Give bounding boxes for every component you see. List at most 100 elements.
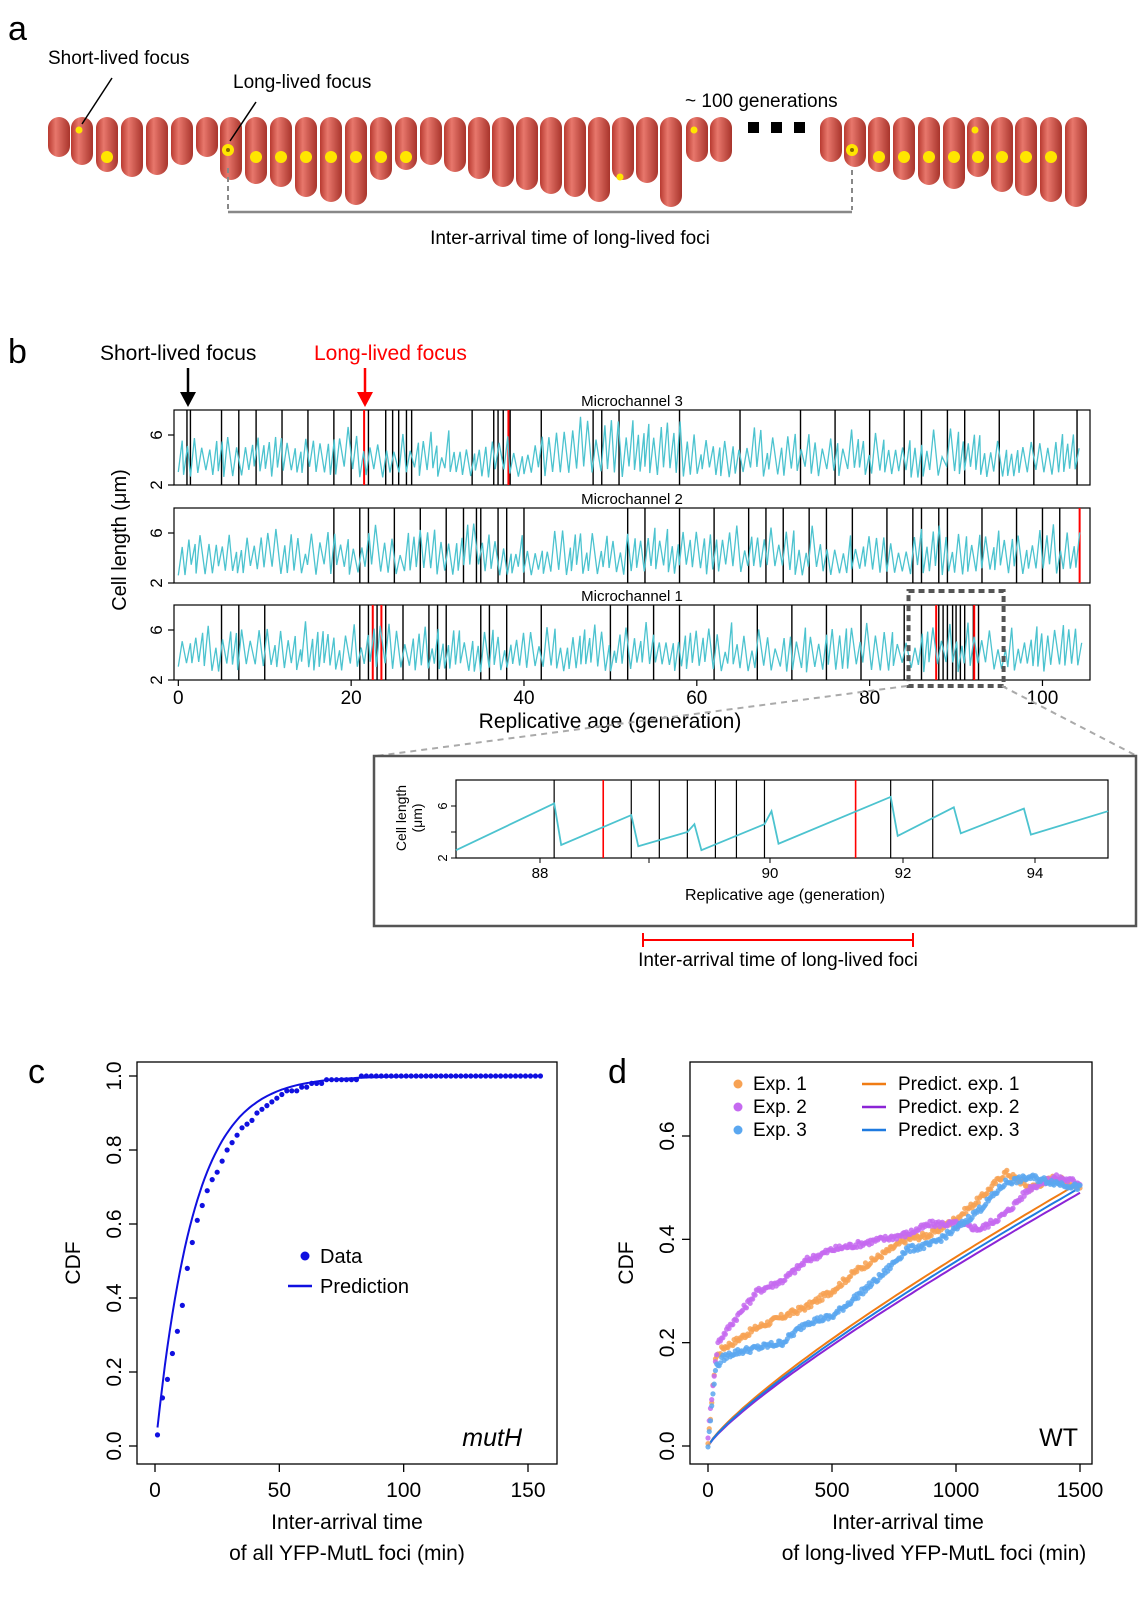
y-tick-label: 6 [147, 430, 166, 439]
focus-dot [250, 151, 262, 163]
bacterial-cell [893, 117, 915, 180]
c-data-point [517, 1073, 524, 1079]
d-data-point [709, 1403, 715, 1409]
inset-y-tick-label: 6 [435, 802, 450, 809]
x-tick-label: 20 [341, 688, 362, 709]
d-y-tick-label: 0.0 [656, 1431, 679, 1460]
d-data-point [782, 1277, 788, 1283]
bacterial-cell [444, 117, 466, 172]
panel-label-d: d [608, 1053, 627, 1091]
inset-caption: Inter-arrival time of long-lived foci [638, 950, 918, 971]
d-data-point [848, 1273, 854, 1279]
d-data-point [921, 1245, 927, 1252]
d-data-point [752, 1292, 758, 1298]
c-data-point [348, 1077, 355, 1083]
c-data-point [478, 1073, 484, 1079]
d-data-point [802, 1307, 808, 1313]
c-y-tick-label: 0.2 [103, 1357, 126, 1386]
c-legend-data-marker [300, 1251, 310, 1261]
d-data-point [835, 1309, 841, 1315]
d-legend-pred-label: Predict. exp. 3 [898, 1120, 1019, 1141]
c-data-point [498, 1073, 504, 1079]
panel-label-b: b [8, 333, 27, 371]
cell-length-trace [177, 416, 1080, 478]
inset-interval-bracket [642, 933, 914, 947]
bacterial-cell [660, 117, 682, 207]
c-data-point [244, 1121, 250, 1127]
inset-x-tick-label: 88 [532, 865, 549, 882]
inset-x-tick-label: 92 [895, 865, 912, 882]
focus-dot [898, 151, 910, 163]
zoom-connector-right [1001, 685, 1138, 757]
c-data-point [224, 1147, 230, 1153]
short-lived-arrow [81, 77, 113, 125]
c-data-point [458, 1073, 464, 1079]
c-data-point [194, 1217, 200, 1223]
c-data-point [239, 1125, 245, 1131]
long-lived-focus-label: Long-lived focus [233, 72, 371, 93]
long-lived-arrow [229, 101, 257, 142]
d-y-tick-label: 0.4 [656, 1224, 679, 1254]
c-x-axis-label-1: Inter-arrival time [271, 1511, 423, 1534]
c-data-point [398, 1073, 404, 1079]
panel-label-c: c [28, 1053, 45, 1091]
c-data-point [209, 1177, 215, 1183]
bacterial-cell [612, 117, 634, 180]
bacterial-cell [868, 117, 890, 172]
x-tick-label: 100 [1027, 688, 1059, 709]
bacterial-cell [820, 117, 842, 162]
bacterial-cell [564, 117, 586, 197]
d-data-point [879, 1254, 885, 1261]
d-data-point [800, 1262, 807, 1268]
b-long-lived-label: Long-lived focus [314, 342, 467, 365]
c-data-point [403, 1073, 409, 1079]
c-data-point [488, 1073, 494, 1079]
c-data-point [418, 1073, 424, 1079]
d-data-point [710, 1391, 716, 1397]
d-data-point [1010, 1205, 1016, 1211]
inset-y-tick-label: 2 [435, 854, 450, 861]
c-data-point [338, 1077, 345, 1083]
c-data-point [493, 1073, 499, 1079]
inset-frame [455, 779, 1109, 859]
c-data-point [328, 1077, 335, 1083]
d-data-point [975, 1200, 981, 1206]
zoom-connector-left [375, 685, 908, 757]
bacterial-cell [171, 117, 193, 165]
d-prediction-line [707, 1191, 1081, 1447]
c-data-point [169, 1350, 176, 1357]
d-y-tick-label: 0.6 [656, 1121, 679, 1150]
bacterial-cell [468, 117, 490, 179]
d-legend-exp-label: Exp. 3 [753, 1120, 807, 1141]
c-data-point [423, 1073, 429, 1079]
c-legend-prediction-label: Prediction [320, 1276, 409, 1298]
b-short-lived-label: Short-lived focus [100, 342, 256, 365]
c-data-point [214, 1169, 220, 1175]
x-tick-label: 60 [686, 688, 707, 709]
bacterial-cell [636, 117, 658, 183]
d-frame [689, 1061, 1093, 1465]
b-long-lived-arrow [357, 368, 373, 407]
c-data-point [219, 1158, 225, 1164]
d-data-point [993, 1180, 999, 1187]
d-x-tick-label: 1000 [933, 1479, 980, 1502]
c-data-point [229, 1140, 235, 1146]
c-data-point [468, 1073, 474, 1079]
c-data-point [353, 1077, 360, 1083]
bacterial-cell [245, 117, 267, 184]
c-data-point [537, 1073, 544, 1079]
c-data-point [199, 1202, 205, 1209]
bacterial-cell [1065, 117, 1087, 207]
focus-dot [275, 151, 287, 163]
c-data-point [284, 1088, 290, 1094]
x-tick-label: 40 [513, 688, 534, 709]
c-data-point [408, 1073, 414, 1079]
c-data-point [254, 1110, 260, 1116]
microchannel-title: Microchannel 3 [581, 393, 683, 410]
c-data-point [483, 1073, 489, 1079]
c-data-point [333, 1077, 340, 1083]
c-data-point [373, 1073, 379, 1079]
c-data-point [443, 1073, 449, 1079]
d-legend-pred-label: Predict. exp. 1 [898, 1074, 1019, 1095]
